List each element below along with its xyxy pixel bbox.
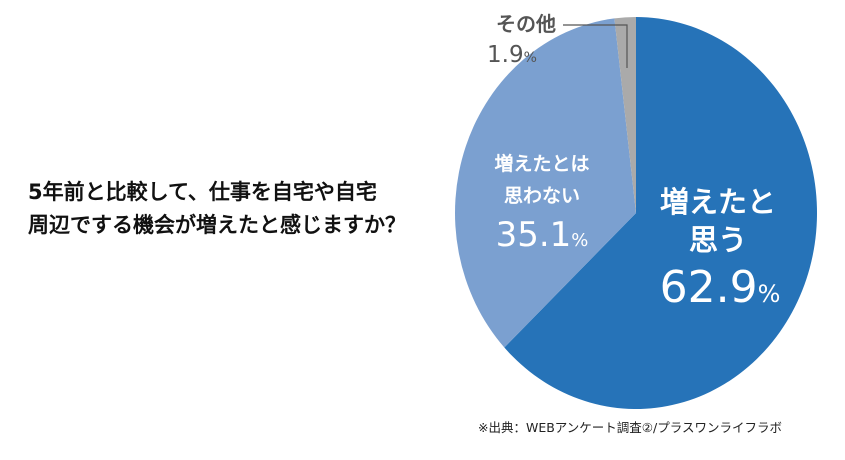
label-yes-line1: 増えたと: [660, 185, 776, 219]
slice-not-increased: [455, 18, 636, 348]
source-note: ※出典：WEBアンケート調査②/プラスワンライフラボ: [478, 420, 782, 435]
label-yes-line2: 思う: [689, 223, 747, 257]
label-no-line2: 思わない: [504, 185, 580, 207]
label-no-value: 35.1%: [496, 215, 589, 255]
label-no-line1: 増えたとは: [494, 152, 589, 175]
label-yes-value: 62.9%: [660, 262, 781, 313]
label-other-value: 1.9%: [487, 42, 537, 68]
label-other-name: その他: [496, 12, 556, 36]
question-line-1: 5年前と比較して、仕事を自宅や自宅: [28, 180, 377, 204]
leader-line-other: [563, 24, 628, 68]
question-line-2: 周辺でする機会が増えたと感じますか？: [28, 213, 406, 237]
slice-other: [614, 17, 636, 213]
chart-question: 5年前と比較して、仕事を自宅や自宅 周辺でする機会が増えたと感じますか？: [28, 176, 406, 242]
slice-increased: [504, 17, 818, 409]
